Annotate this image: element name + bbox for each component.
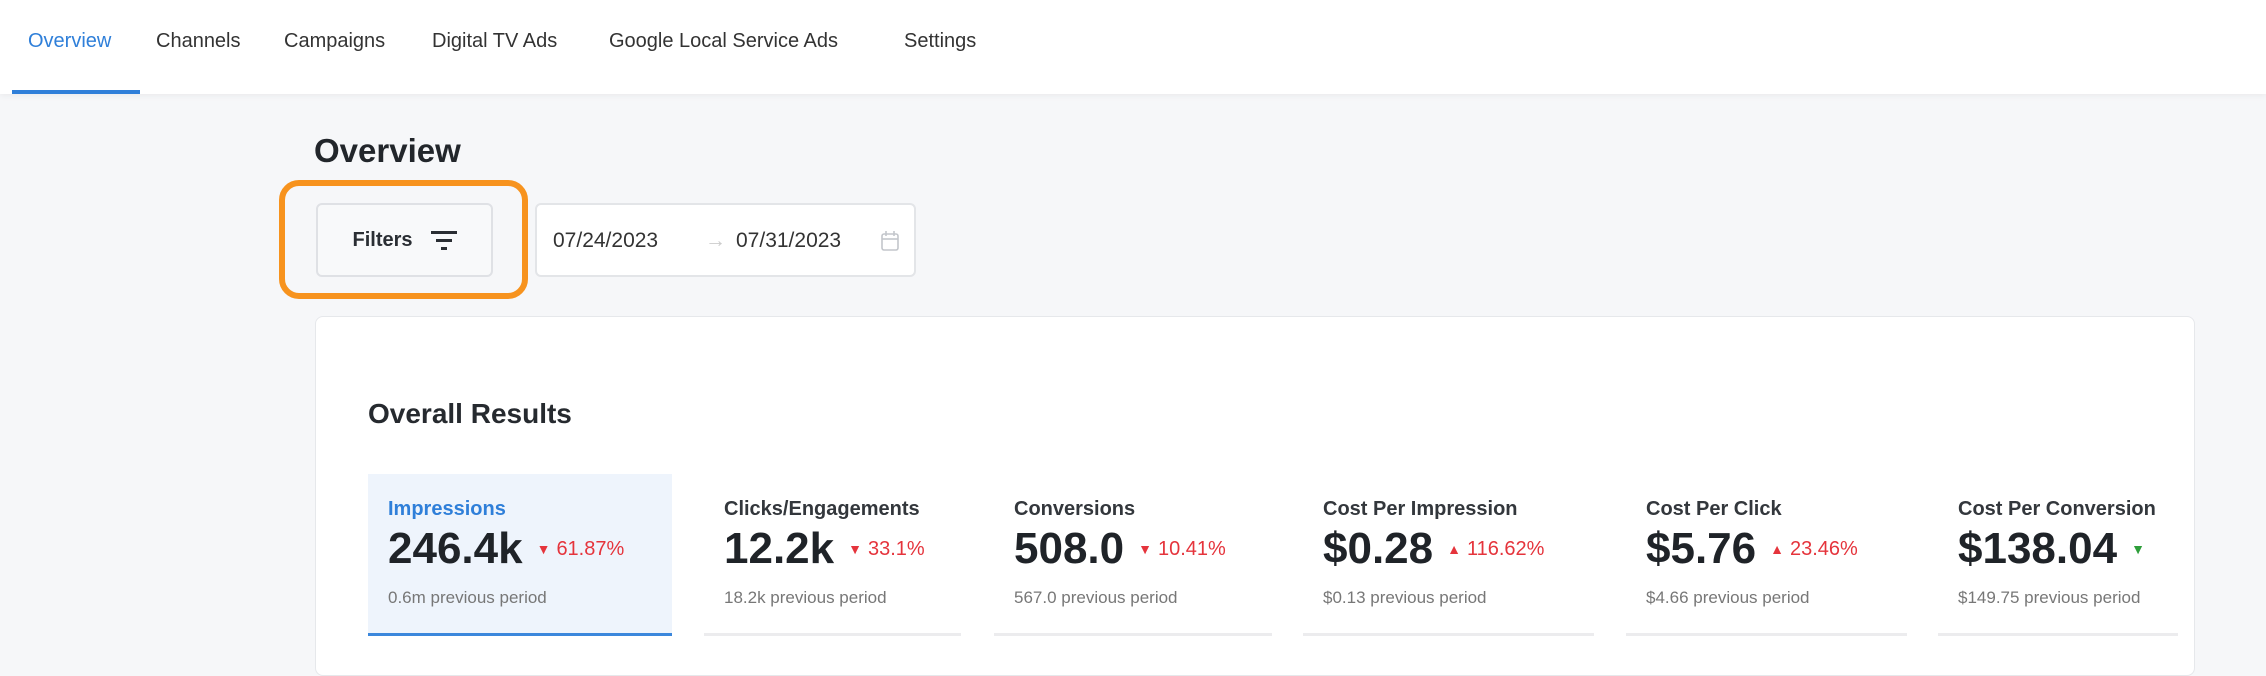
metric-change: ▼ [2131, 541, 2151, 557]
tab-settings[interactable]: Settings [904, 30, 977, 52]
metric-change: ▼ 61.87% [537, 538, 625, 561]
filters-button[interactable]: Filters [316, 203, 493, 277]
start-date[interactable]: 07/24/2023 [553, 229, 659, 252]
metric-change-value: 23.46% [1789, 537, 1858, 560]
tab-overview[interactable]: Overview [28, 30, 112, 52]
active-tab-indicator [12, 90, 140, 94]
metric-tile-conversions[interactable]: Conversions 508.0 ▼ 10.41% 567.0 previous… [994, 474, 1272, 636]
triangle-up-icon: ▲ [1770, 541, 1784, 557]
date-range-picker[interactable]: 07/24/2023 → 07/31/2023 [535, 203, 916, 277]
metric-label: Impressions [388, 498, 506, 520]
metric-change-value: 33.1% [867, 537, 925, 560]
metric-label: Cost Per Impression [1323, 498, 1518, 520]
metric-tile-cost-per-impression[interactable]: Cost Per Impression $0.28 ▲ 116.62% $0.13… [1303, 474, 1594, 636]
metric-tile-cost-per-conversion[interactable]: Cost Per Conversion $138.04 ▼ $149.75 pr… [1938, 474, 2178, 636]
triangle-down-icon: ▼ [1138, 541, 1152, 557]
filters-label: Filters [352, 228, 413, 251]
metric-change: ▲ 23.46% [1770, 538, 1858, 561]
metric-value: 246.4k [388, 524, 523, 573]
metric-previous: 0.6m previous period [388, 588, 547, 607]
triangle-up-icon: ▲ [1447, 541, 1461, 557]
metric-previous: $0.13 previous period [1323, 588, 1487, 607]
metric-previous: $4.66 previous period [1646, 588, 1810, 607]
filters-highlight [279, 180, 528, 299]
metric-label: Cost Per Conversion [1958, 498, 2156, 520]
metric-label: Clicks/Engagements [724, 498, 920, 520]
metric-value: $5.76 [1646, 524, 1757, 573]
arrow-right-icon: → [705, 229, 726, 252]
metric-label: Conversions [1014, 498, 1136, 520]
metric-previous: 567.0 previous period [1014, 588, 1178, 607]
metric-change: ▼ 10.41% [1138, 538, 1226, 561]
top-nav: Overview Channels Campaigns Digital TV A… [0, 0, 2266, 94]
metric-previous: 18.2k previous period [724, 588, 887, 607]
metric-change-value: 116.62% [1466, 537, 1545, 560]
tab-channels[interactable]: Channels [156, 30, 241, 52]
section-title: Overall Results [368, 398, 572, 429]
metric-change: ▼ 33.1% [848, 538, 925, 561]
tab-digital-tv-ads[interactable]: Digital TV Ads [432, 30, 558, 52]
metric-change: ▲ 116.62% [1447, 538, 1544, 561]
tab-google-local-service-ads[interactable]: Google Local Service Ads [609, 30, 839, 52]
metric-value: 508.0 [1014, 524, 1125, 573]
filter-icon [430, 231, 457, 250]
metric-label: Cost Per Click [1646, 498, 1782, 520]
triangle-down-icon: ▼ [536, 541, 551, 557]
metric-tile-impressions[interactable]: Impressions 246.4k ▼ 61.87% 0.6m previous… [368, 474, 672, 636]
end-date[interactable]: 07/31/2023 [736, 229, 842, 252]
metric-previous: $149.75 previous period [1958, 588, 2141, 607]
triangle-down-icon: ▼ [848, 541, 862, 557]
metric-tile-clicks-engagements[interactable]: Clicks/Engagements 12.2k ▼ 33.1% 18.2k pr… [704, 474, 961, 636]
page-title: Overview [314, 132, 461, 169]
metric-change-value: 61.87% [556, 537, 625, 560]
metric-value: $138.04 [1958, 524, 2118, 573]
tab-campaigns[interactable]: Campaigns [284, 30, 386, 52]
metric-change-value: 10.41% [1157, 537, 1226, 560]
metric-tile-cost-per-click[interactable]: Cost Per Click $5.76 ▲ 23.46% $4.66 previ… [1626, 474, 1907, 636]
triangle-down-icon: ▼ [2131, 541, 2145, 557]
metric-value: $0.28 [1323, 524, 1434, 573]
calendar-icon[interactable] [881, 231, 899, 251]
metric-value: 12.2k [724, 524, 835, 573]
